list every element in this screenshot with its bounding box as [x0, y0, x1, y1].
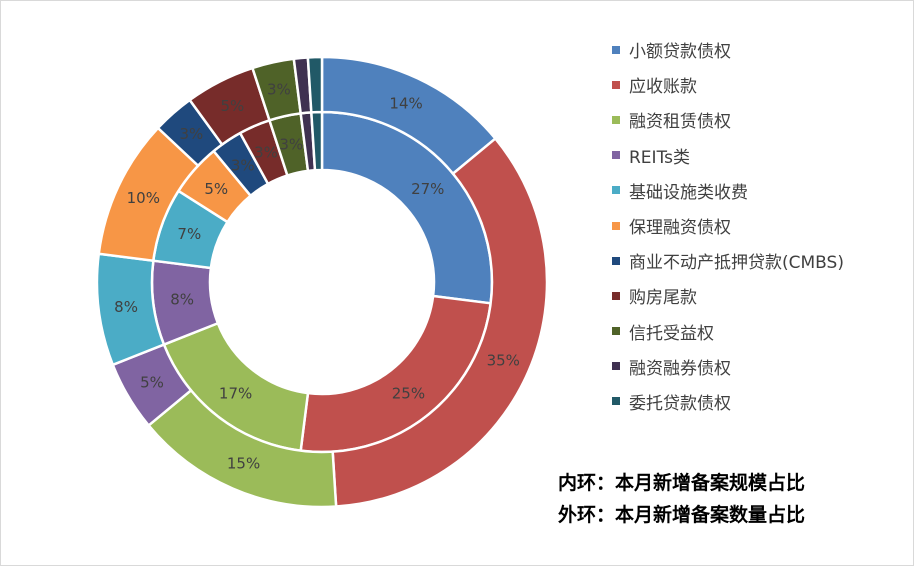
legend-label: 委托贷款债权	[629, 393, 731, 414]
inner-label-3: 17%	[219, 384, 252, 402]
legend-label: 购房尾款	[629, 288, 697, 309]
legend-item-10: 融资融券债权	[612, 349, 844, 384]
legend-label: 小额贷款债权	[629, 42, 731, 63]
inner-label-4: 8%	[170, 291, 194, 309]
legend-item-8: 购房尾款	[612, 278, 844, 313]
inner-label-5: 7%	[177, 225, 201, 243]
legend-swatch	[612, 256, 620, 265]
legend-item-3: 融资租赁债权	[612, 102, 844, 137]
legend-item-9: 信托受益权	[612, 314, 844, 349]
inner-label-7: 3%	[231, 156, 255, 174]
inner-label-6: 5%	[204, 180, 228, 198]
legend-label: 融资租赁债权	[629, 112, 731, 133]
legend-swatch	[612, 115, 620, 124]
legend-swatch	[612, 327, 620, 336]
outer-label-8: 5%	[220, 97, 244, 115]
legend-item-5: 基础设施类收费	[612, 173, 844, 208]
legend-item-4: REITs类	[612, 138, 844, 173]
legend-label: REITs类	[629, 147, 690, 168]
outer-slice-11	[306, 55, 324, 114]
legend-swatch	[612, 80, 620, 89]
legend-label: 保理融资债权	[629, 218, 731, 239]
legend-swatch	[612, 151, 620, 160]
legend-swatch	[612, 45, 620, 54]
legend-item-6: 保理融资债权	[612, 208, 844, 243]
inner-label-8: 3%	[254, 144, 278, 162]
outer-label-9: 3%	[267, 80, 291, 98]
outer-label-3: 15%	[227, 454, 260, 472]
legend-swatch	[612, 291, 620, 300]
legend-swatch	[612, 397, 620, 406]
inner-label-9: 3%	[279, 135, 303, 153]
legend-label: 基础设施类收费	[629, 182, 748, 203]
legend-item-7: 商业不动产抵押贷款(CMBS)	[612, 243, 844, 278]
legend: 小额贷款债权 应收账款融资租赁债权 REITs类基础设施类收费 保理融资债权商业不动产…	[612, 32, 844, 419]
legend-swatch	[612, 362, 620, 371]
outer-ring-note: 外环：本月新增备案数量占比	[558, 504, 806, 526]
legend-item-2: 应收账款	[612, 67, 844, 102]
outer-slice-2	[331, 136, 549, 508]
outer-label-4: 5%	[140, 374, 164, 392]
outer-label-6: 10%	[127, 189, 160, 207]
inner-ring-note: 内环：本月新增备案规模占比	[558, 472, 806, 494]
inner-label-2: 25%	[392, 384, 425, 402]
legend-label: 融资融券债权	[629, 358, 731, 379]
legend-label: 商业不动产抵押贷款(CMBS)	[629, 253, 844, 274]
outer-label-1: 14%	[389, 94, 422, 112]
legend-label: 应收账款	[629, 77, 697, 98]
legend-label: 信托受益权	[629, 323, 714, 344]
legend-item-11: 委托贷款债权	[612, 384, 844, 419]
outer-label-5: 8%	[114, 298, 138, 316]
legend-item-1: 小额贷款债权	[612, 32, 844, 67]
outer-label-7: 3%	[179, 125, 203, 143]
legend-swatch	[612, 221, 620, 230]
outer-label-2: 35%	[487, 351, 520, 369]
inner-label-1: 27%	[411, 180, 444, 198]
legend-swatch	[612, 186, 620, 195]
